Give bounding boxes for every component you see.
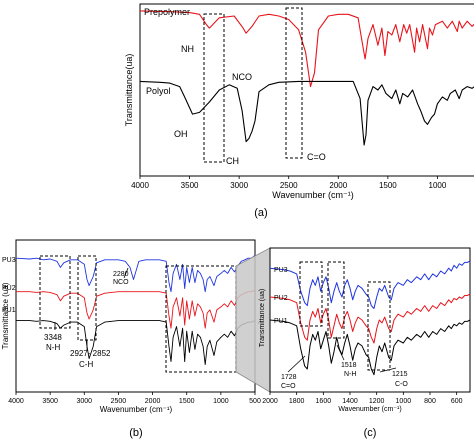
panel-b-label-ch-wavenumber: 2927- 2852 bbox=[70, 349, 111, 358]
panel-b-plot-frame bbox=[15, 239, 256, 393]
panel-b-nco-arrow bbox=[123, 267, 129, 279]
panel-c-co-arrow bbox=[287, 355, 306, 373]
panel-c-co-box bbox=[299, 261, 323, 327]
panel-c-c-o-box bbox=[367, 281, 391, 371]
panel-a-ch-box bbox=[203, 13, 225, 163]
panel-c-label-c-o-wavenumber: 1215 bbox=[392, 371, 408, 378]
panel-b-x-tick-label-4000: 4000 bbox=[8, 398, 24, 405]
panel-b-x-tick-label-3000: 3000 bbox=[76, 398, 92, 405]
panel-a-x-tick-label-1000: 1000 bbox=[429, 181, 447, 190]
panel-a-x-axis-label: Wavenumber (cm⁻¹) bbox=[272, 190, 353, 200]
panel-a-co-box bbox=[285, 7, 303, 159]
panel-b-series-pu3 bbox=[15, 254, 256, 293]
panel-b-series-pu2 bbox=[16, 289, 256, 329]
panel-b-ch-box bbox=[77, 255, 97, 341]
panel-b-zoom-box bbox=[165, 265, 237, 373]
panel-a-caption: (a) bbox=[254, 207, 267, 219]
panel-c-x-axis-label: Wavenumber (cm⁻¹) bbox=[338, 406, 401, 413]
panel-c-label-pu2: PU2 bbox=[274, 295, 288, 302]
panel-c-x-tick-label-1800: 1800 bbox=[289, 398, 305, 405]
panel-b-x-tick-label-2500: 2500 bbox=[111, 398, 127, 405]
panel-b-y-axis-label: Transmittance (ua) bbox=[1, 282, 10, 349]
panel-c-x-tick-label-1200: 1200 bbox=[369, 398, 385, 405]
panel-c-nh-box bbox=[327, 261, 345, 339]
panel-b-label-pu3: PU3 bbox=[2, 257, 16, 264]
panel-b-label-nco: NCO bbox=[113, 279, 129, 286]
panel-c-x-tick-label-1000: 1000 bbox=[396, 398, 412, 405]
panel-c-x-tick-label-1600: 1600 bbox=[316, 398, 332, 405]
panel-c-label-nh: N-H bbox=[344, 371, 356, 378]
panel-c-caption: (c) bbox=[364, 427, 377, 439]
panel-a-x-tick-label-2500: 2500 bbox=[280, 181, 298, 190]
panel-a-series-polyol bbox=[139, 80, 474, 146]
panel-a-label-nco: NCO bbox=[232, 72, 252, 82]
panel-b-label-nh-wavenumber: 3348 bbox=[44, 333, 62, 342]
panel-a-series-prepolymer bbox=[139, 10, 474, 88]
panel-b-label-pu1: PU1 bbox=[2, 307, 16, 314]
panel-c-label-pu3: PU3 bbox=[274, 267, 288, 274]
panel-a-x-tick-label-3500: 3500 bbox=[181, 181, 199, 190]
panel-c-series-pu3 bbox=[269, 260, 471, 309]
panel-b-x-tick-label-2000: 2000 bbox=[145, 398, 161, 405]
panel-a-label-oh: OH bbox=[174, 129, 188, 139]
panel-b-label-ch: C-H bbox=[79, 360, 93, 369]
panel-c-series-pu1 bbox=[269, 319, 471, 376]
panel-c-series-layer bbox=[269, 260, 471, 376]
panel-c-x-tick-label-2000: 2000 bbox=[262, 398, 278, 405]
panel-b-ticks-layer: 4000 3500 3000 2500 2000 1500 1000 500 bbox=[8, 392, 261, 405]
panel-c-label-c-o: C-O bbox=[395, 381, 408, 388]
panel-a-label-polyol: Polyol bbox=[146, 86, 171, 96]
panel-b-label-nh: N-H bbox=[46, 343, 60, 352]
panel-a-x-tick-label-1500: 1500 bbox=[379, 181, 397, 190]
panel-c-label-pu1: PU1 bbox=[274, 318, 288, 325]
panel-a-x-tick-label-3000: 3000 bbox=[230, 181, 248, 190]
panel-c: 2000 1800 1600 1400 1200 1000 800 600 PU3 PU2 P… bbox=[259, 247, 471, 439]
panel-a-x-tick-label-2000: 2000 bbox=[329, 181, 347, 190]
panel-a-y-axis-label: Transmittance(ua) bbox=[124, 54, 134, 127]
panel-c-x-tick-label-800: 800 bbox=[424, 398, 436, 405]
annotation-arrows bbox=[54, 267, 397, 373]
panel-c-label-co-wavenumber: 1728 bbox=[281, 374, 297, 381]
panel-b-x-tick-label-1000: 1000 bbox=[213, 398, 229, 405]
panel-c-series-pu2 bbox=[269, 293, 471, 344]
panel-a-label-nh: NH bbox=[181, 44, 194, 54]
panel-c-x-tick-label-1400: 1400 bbox=[342, 398, 358, 405]
panel-b-label-pu2: PU2 bbox=[2, 285, 16, 292]
panel-c-c-o-arrow bbox=[379, 367, 397, 373]
panel-c-ticks-layer: 2000 1800 1600 1400 1200 1000 800 600 bbox=[262, 392, 463, 405]
panel-b-x-tick-label-1500: 1500 bbox=[179, 398, 195, 405]
panel-b-x-tick-label-500: 500 bbox=[249, 398, 261, 405]
panel-c-y-axis-label: Transmittance (ua) bbox=[259, 289, 266, 347]
panel-a-plot-frame bbox=[139, 3, 474, 177]
panel-b-label-nco-wavenumber: 2280 bbox=[113, 271, 129, 278]
panel-b-caption: (b) bbox=[129, 427, 142, 439]
panel-b-x-axis-label: Wavenumber (cm⁻¹) bbox=[100, 405, 173, 414]
panel-c-nh-arrow bbox=[336, 344, 345, 361]
panel-c-label-co: C=O bbox=[281, 383, 296, 390]
panel-a-label-ch: CH bbox=[226, 156, 239, 166]
panel-a-x-tick-label-4000: 4000 bbox=[131, 181, 149, 190]
panel-a-series-layer bbox=[139, 10, 474, 146]
panel-c-label-nh-wavenumber: 1518 bbox=[341, 362, 357, 369]
panel-a-label-prepolymer: Prepolymer bbox=[144, 7, 190, 17]
panel-c-x-tick-label-600: 600 bbox=[451, 398, 463, 405]
panel-b-x-tick-label-3500: 3500 bbox=[42, 398, 58, 405]
panel-a-label-co: C=O bbox=[307, 152, 326, 162]
panel-b: 4000 3500 3000 2500 2000 1500 1000 500 PU3 PU2 … bbox=[1, 239, 261, 439]
